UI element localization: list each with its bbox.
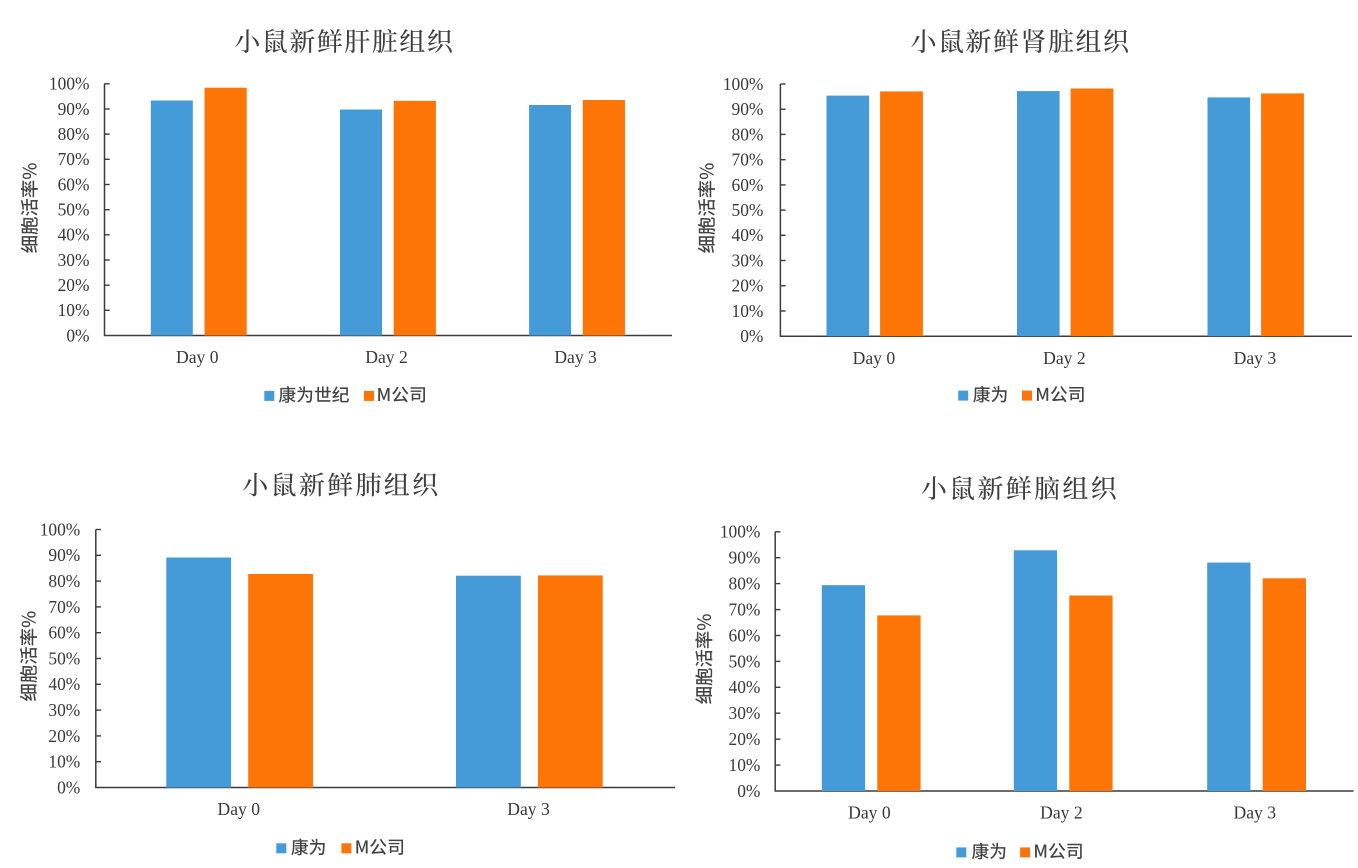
svg-text:50%: 50% bbox=[732, 200, 764, 220]
svg-text:Day 2: Day 2 bbox=[365, 347, 408, 367]
svg-text:Day 0: Day 0 bbox=[176, 347, 219, 367]
svg-text:50%: 50% bbox=[48, 648, 80, 668]
svg-text:50%: 50% bbox=[729, 651, 761, 671]
svg-text:20%: 20% bbox=[58, 275, 90, 295]
svg-text:80%: 80% bbox=[58, 124, 90, 144]
svg-text:30%: 30% bbox=[729, 703, 761, 723]
svg-text:60%: 60% bbox=[48, 623, 80, 643]
svg-text:40%: 40% bbox=[729, 677, 761, 697]
svg-text:Day 2: Day 2 bbox=[1040, 803, 1083, 823]
svg-text:20%: 20% bbox=[729, 729, 761, 749]
svg-text:100%: 100% bbox=[49, 74, 90, 94]
svg-text:40%: 40% bbox=[58, 225, 90, 245]
svg-text:70%: 70% bbox=[732, 150, 764, 170]
svg-text:Day 3: Day 3 bbox=[507, 799, 550, 819]
svg-text:100%: 100% bbox=[40, 519, 81, 539]
svg-text:20%: 20% bbox=[732, 276, 764, 296]
svg-text:0%: 0% bbox=[57, 777, 80, 797]
svg-text:80%: 80% bbox=[732, 124, 764, 144]
svg-text:60%: 60% bbox=[58, 174, 90, 194]
svg-text:Day 3: Day 3 bbox=[1234, 803, 1277, 823]
svg-text:80%: 80% bbox=[729, 574, 761, 594]
svg-text:Day 0: Day 0 bbox=[848, 803, 891, 823]
svg-text:10%: 10% bbox=[58, 300, 90, 320]
svg-text:Day 0: Day 0 bbox=[218, 799, 261, 819]
svg-text:40%: 40% bbox=[48, 674, 80, 694]
svg-text:90%: 90% bbox=[729, 548, 761, 568]
svg-text:60%: 60% bbox=[732, 175, 764, 195]
svg-text:30%: 30% bbox=[48, 700, 80, 720]
svg-text:100%: 100% bbox=[723, 74, 764, 94]
svg-text:90%: 90% bbox=[58, 99, 90, 119]
svg-text:70%: 70% bbox=[729, 600, 761, 620]
svg-text:100%: 100% bbox=[720, 522, 761, 542]
svg-text:30%: 30% bbox=[732, 250, 764, 270]
svg-text:10%: 10% bbox=[729, 755, 761, 775]
svg-text:60%: 60% bbox=[729, 625, 761, 645]
svg-text:20%: 20% bbox=[48, 726, 80, 746]
svg-text:10%: 10% bbox=[48, 752, 80, 772]
svg-text:Day 2: Day 2 bbox=[1043, 348, 1086, 368]
svg-text:50%: 50% bbox=[58, 200, 90, 220]
svg-text:80%: 80% bbox=[48, 571, 80, 591]
svg-text:0%: 0% bbox=[66, 325, 89, 345]
svg-text:30%: 30% bbox=[58, 250, 90, 270]
svg-text:70%: 70% bbox=[58, 149, 90, 169]
svg-text:70%: 70% bbox=[48, 597, 80, 617]
svg-text:Day 0: Day 0 bbox=[853, 348, 896, 368]
svg-text:0%: 0% bbox=[740, 326, 763, 346]
svg-text:Day 3: Day 3 bbox=[554, 347, 597, 367]
svg-text:90%: 90% bbox=[732, 99, 764, 119]
svg-text:10%: 10% bbox=[732, 301, 764, 321]
svg-text:0%: 0% bbox=[737, 781, 760, 801]
svg-text:Day 3: Day 3 bbox=[1234, 348, 1277, 368]
svg-text:40%: 40% bbox=[732, 225, 764, 245]
svg-text:90%: 90% bbox=[48, 545, 80, 565]
